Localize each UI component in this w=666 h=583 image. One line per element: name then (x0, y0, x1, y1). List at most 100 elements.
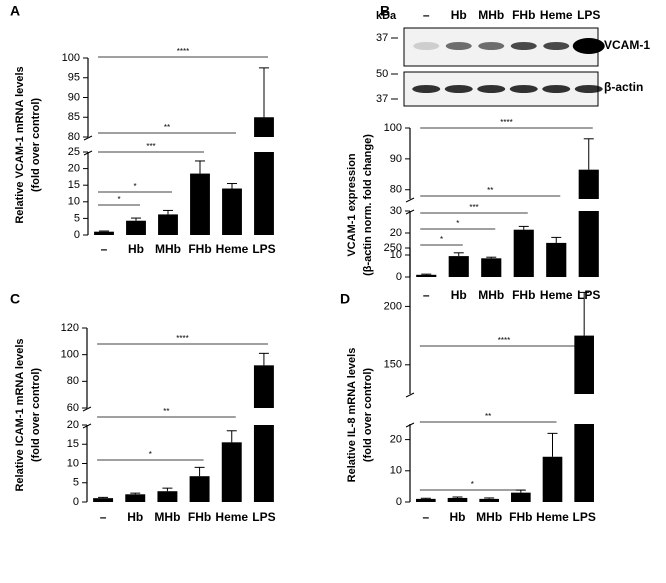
significance-label: ** (487, 186, 493, 195)
blot-unit: kDa (376, 10, 397, 22)
x-tick-label: MHb (155, 242, 181, 256)
bar (513, 229, 534, 277)
error-bar (452, 496, 463, 498)
axis-break (405, 209, 415, 215)
blot-band-label: VCAM-1 (604, 38, 650, 52)
blot-lane-label: – (423, 8, 430, 22)
y-axis-label: (fold over control) (362, 368, 374, 462)
x-tick-label: Hb (450, 510, 466, 524)
y-tick-label: 10 (390, 249, 402, 261)
y-tick-label: 5 (74, 212, 80, 224)
axis-break (83, 150, 93, 156)
y-axis-label: (β-actin norm. fold change) (362, 134, 374, 276)
x-tick-label: Heme (536, 510, 569, 524)
bar (511, 492, 531, 502)
blot-band (478, 42, 505, 50)
y-tick-label: 90 (68, 91, 80, 103)
axis-break (82, 406, 92, 412)
x-tick-label: – (101, 242, 108, 256)
bar (254, 117, 274, 137)
y-axis-label: VCAM-1 expression (346, 153, 358, 257)
significance-label: *** (469, 203, 478, 212)
blot-band (542, 85, 571, 93)
bar (416, 274, 437, 277)
y-axis-label: Relative IL-8 mRNA levels (346, 348, 358, 483)
x-tick-label: Hb (451, 288, 467, 302)
error-bar (99, 230, 109, 232)
error-bar (194, 466, 205, 477)
x-tick-label: LPS (252, 510, 275, 524)
significance-label: ** (164, 123, 170, 132)
error-bar (518, 225, 529, 230)
y-tick-label: 80 (67, 375, 79, 387)
y-tick-label: 20 (390, 227, 402, 239)
y-axis-label: (fold over control) (30, 368, 42, 462)
x-tick-label: LPS (572, 510, 595, 524)
x-tick-label: FHb (509, 510, 532, 524)
bar (448, 256, 469, 277)
y-tick-label: 90 (390, 153, 402, 165)
y-axis-label: Relative VCAM-1 mRNA levels (14, 66, 26, 223)
significance-label: **** (176, 334, 188, 343)
y-tick-label: 5 (73, 477, 79, 489)
axis-break (405, 197, 415, 203)
x-tick-label: Heme (540, 288, 573, 302)
significance-label: *** (146, 142, 155, 151)
x-tick-label: LPS (577, 288, 600, 302)
error-bar (420, 497, 431, 499)
y-tick-label: 20 (67, 419, 79, 431)
blot-lane-label: FHb (512, 8, 535, 22)
bar (574, 335, 594, 394)
axis-break (405, 392, 415, 398)
blot-lane-label: LPS (577, 8, 600, 22)
panel-title: A (10, 3, 20, 19)
y-tick-label: 200 (384, 300, 402, 312)
y-tick-label: 15 (67, 438, 79, 450)
bar (481, 258, 502, 277)
y-tick-label: 85 (68, 111, 80, 123)
significance-label: * (117, 195, 120, 204)
blot-band (412, 85, 441, 93)
bar (94, 231, 114, 235)
x-tick-label: MHb (154, 510, 180, 524)
bar (253, 365, 274, 408)
x-tick-label: Heme (215, 510, 248, 524)
significance-label: **** (177, 47, 189, 56)
blot-band (413, 42, 440, 50)
error-bar (131, 217, 141, 221)
x-tick-label: FHb (188, 510, 211, 524)
y-tick-label: 100 (62, 52, 80, 64)
y-tick-label: 20 (68, 163, 80, 175)
y-tick-label: 0 (396, 496, 402, 508)
error-bar (130, 492, 141, 495)
x-tick-label: LPS (252, 242, 275, 256)
bar (479, 498, 499, 502)
blot-lane-label: MHb (478, 8, 504, 22)
blot-band (510, 42, 537, 50)
bar (542, 456, 563, 502)
y-axis-label: (fold over control) (30, 98, 42, 192)
blot-band (543, 42, 570, 50)
significance-label: **** (498, 336, 510, 345)
y-tick-label: 80 (68, 131, 80, 143)
panel-title: C (10, 291, 20, 307)
y-tick-label: 60 (67, 402, 79, 414)
y-tick-label: 120 (61, 322, 79, 334)
y-tick-label: 30 (390, 205, 402, 217)
bar (158, 214, 178, 235)
x-tick-label: Hb (128, 242, 144, 256)
y-tick-label: 250 (384, 242, 402, 254)
error-bar (226, 430, 237, 443)
y-tick-label: 10 (390, 465, 402, 477)
error-bar (453, 252, 464, 257)
panel-title: D (340, 291, 350, 307)
error-bar (227, 183, 237, 189)
y-tick-label: 150 (384, 359, 402, 371)
blot-band (509, 85, 538, 93)
error-bar (486, 256, 497, 259)
error-bar (258, 352, 269, 366)
error-bar (98, 496, 109, 499)
error-bar (421, 273, 432, 275)
bar (447, 497, 468, 502)
